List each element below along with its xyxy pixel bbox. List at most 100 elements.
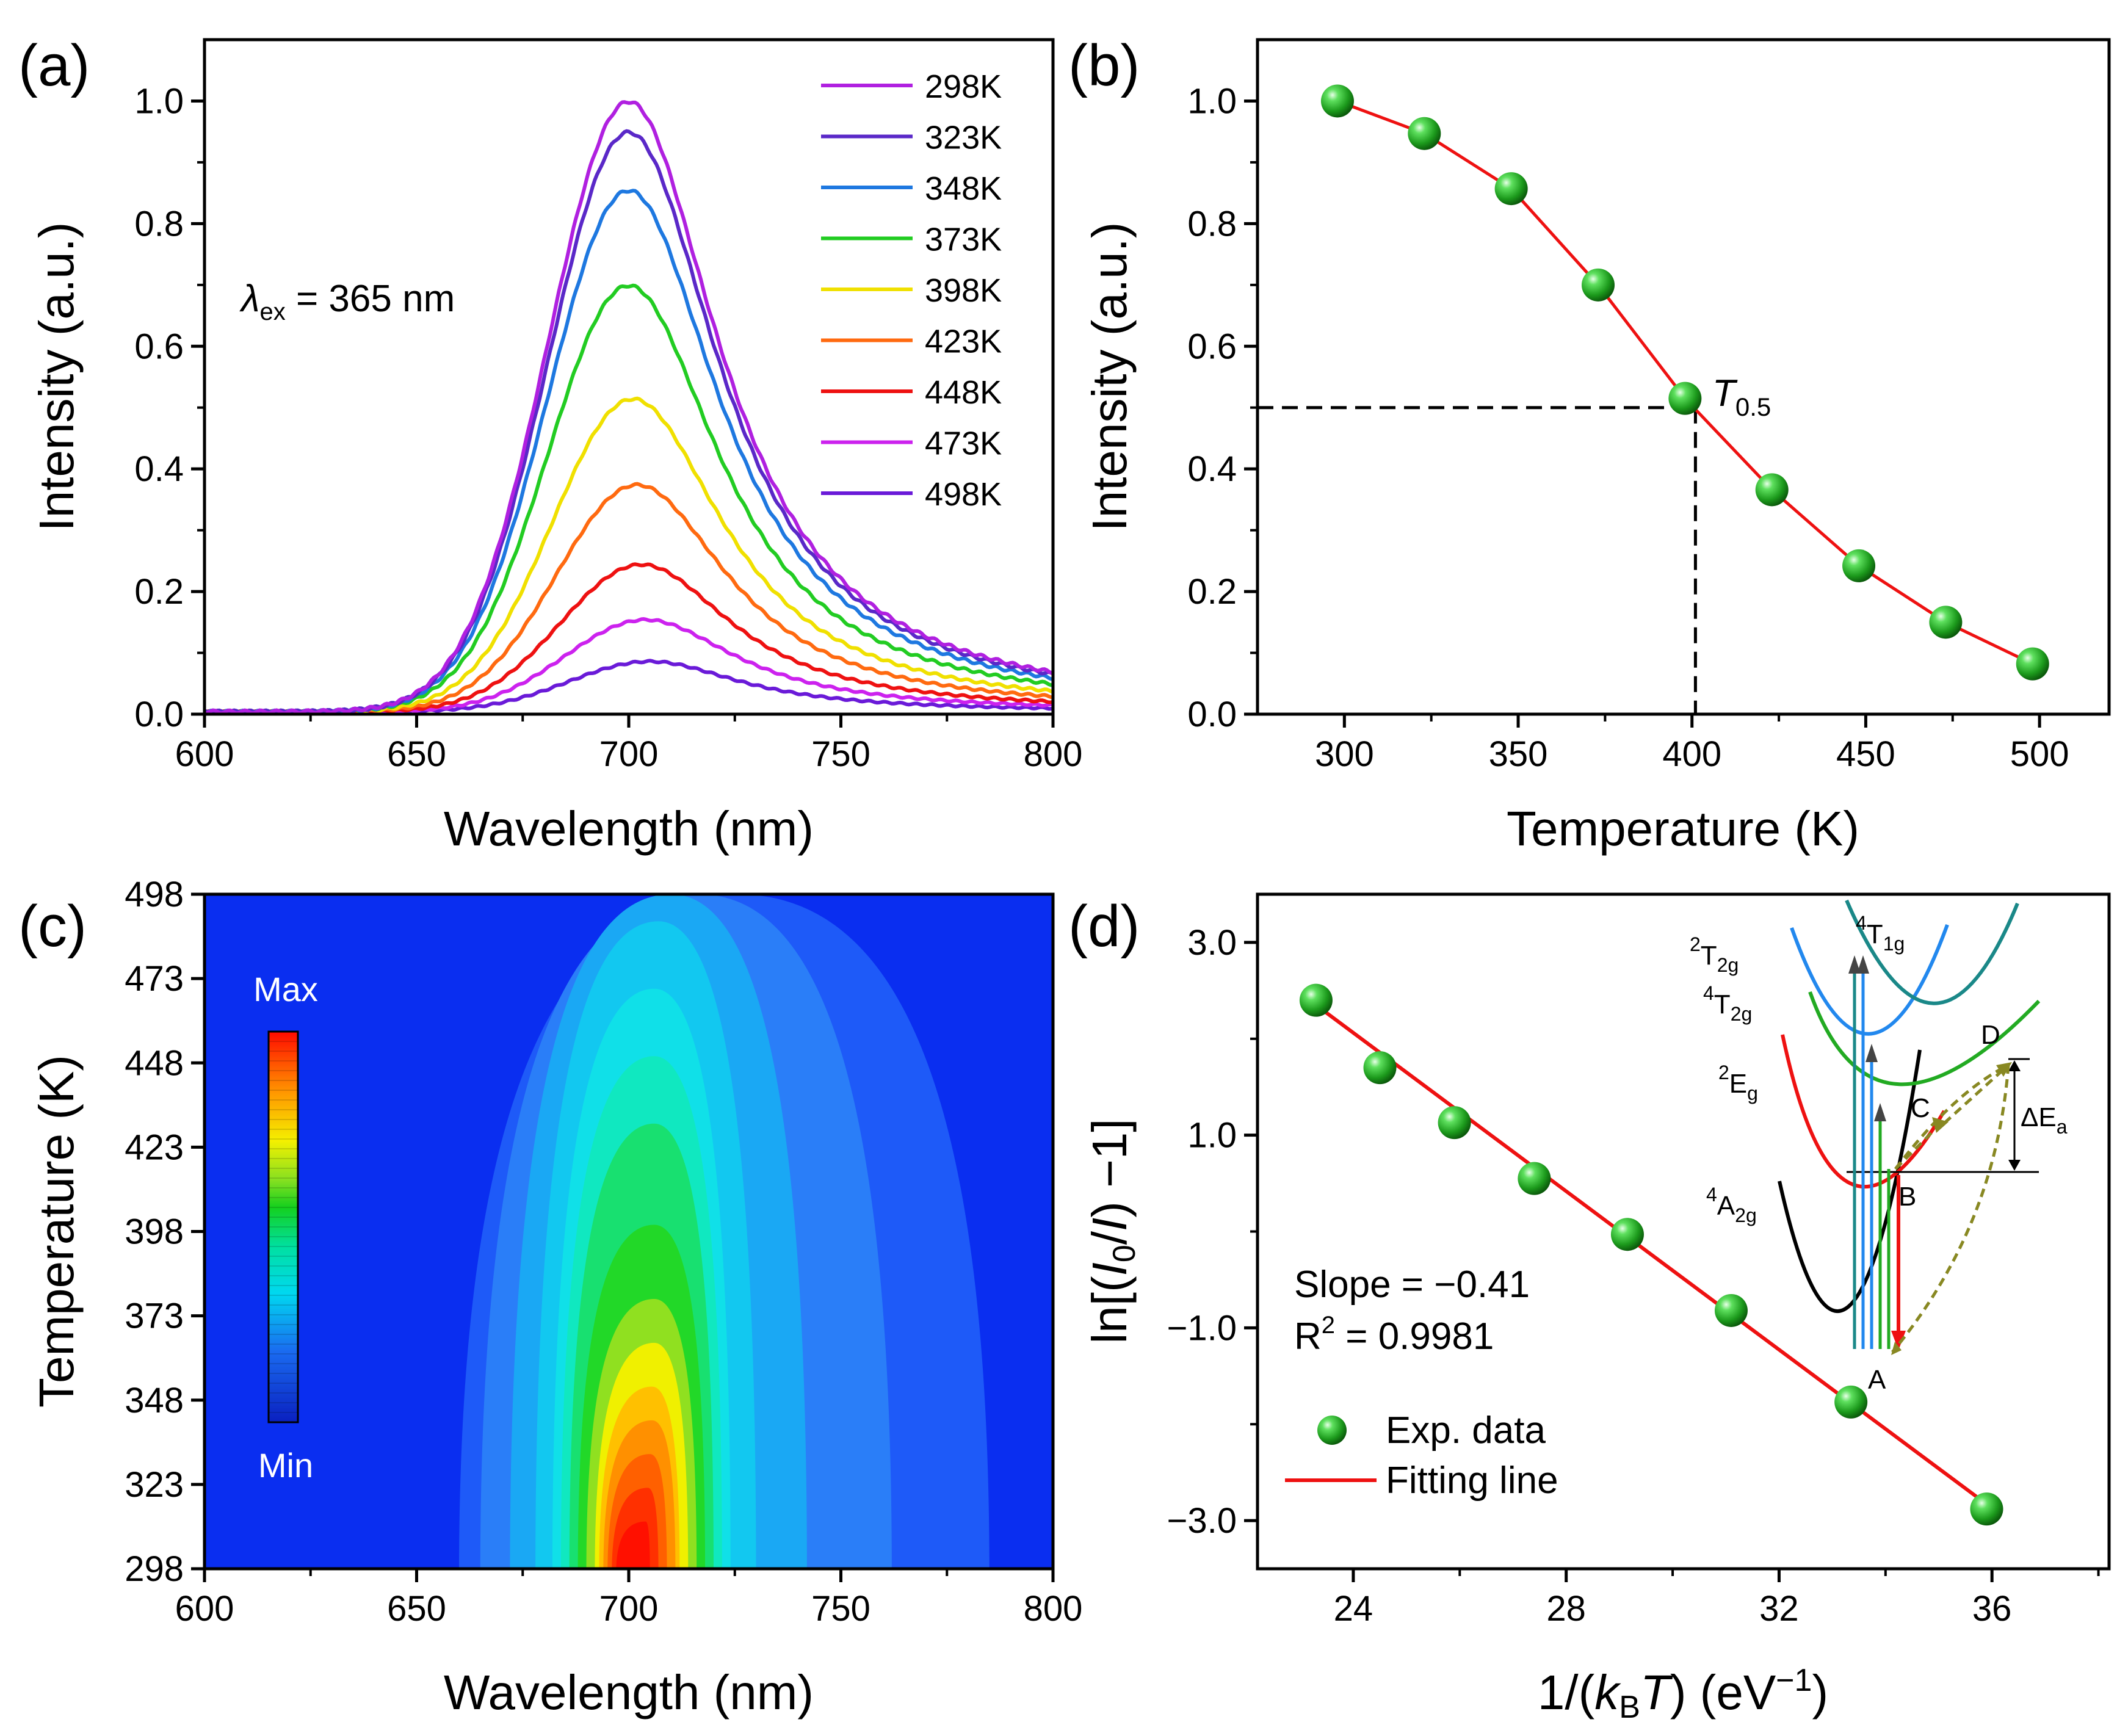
panel-b-frame (1256, 38, 2111, 716)
d-point-5 (1714, 1293, 1748, 1327)
d-point-6 (1834, 1385, 1868, 1419)
b-ytick-label: 0.2 (1187, 572, 1237, 612)
legend-label-423K: 423K (925, 324, 1002, 360)
excitation-arrowheads (1848, 955, 1886, 1121)
legend-label-373K: 373K (925, 222, 1002, 258)
excitation-value: = 365 nm (286, 278, 455, 320)
d-point-2 (1438, 1106, 1471, 1140)
b-point-398K (1668, 382, 1702, 415)
level-4t2g-spin: 4 (1703, 982, 1714, 1004)
panel-d-ylabel: ln[(I0/I) −1] (1082, 1118, 1142, 1344)
panel-b-t05-label: T0.5 (1712, 372, 1771, 421)
spectrum-423K (204, 482, 1053, 714)
c-xtick-label: 700 (599, 1589, 659, 1629)
lambda-symbol: λ (239, 278, 260, 320)
b-xtick-label: 300 (1315, 734, 1374, 774)
a-ytick-label: 0.8 (134, 204, 184, 244)
level-4t1g-sym: T (1867, 919, 1883, 949)
panel-a-ylabel: Intensity (a.u.) (29, 222, 84, 532)
level-4t2g-sym: T (1714, 989, 1731, 1019)
d-fit-line-path (1315, 1004, 1988, 1506)
level-4a2g-sub: 2g (1735, 1204, 1757, 1226)
d-xtick-label: 28 (1546, 1589, 1586, 1629)
d-xtick-label: 32 (1759, 1589, 1799, 1629)
panel-d-points (1299, 983, 2003, 1526)
a-xtick-label: 700 (599, 734, 659, 774)
panel-a: (a) 600 650 700 750 800 0.0 0.2 0.4 0.6 0.8 1.0 Wa… (18, 33, 1082, 856)
r2-value: = 0.9981 (1335, 1315, 1494, 1358)
energy-level-inset: 2T2g 4T1g 4T2g 2Eg 4A2g A B C D ΔEa (1690, 899, 2068, 1395)
state-4t2g-curve (1808, 991, 2041, 1087)
c-xtick-label: 600 (175, 1589, 234, 1629)
panel-b-xlabel: Temperature (K) (1507, 801, 1859, 856)
a-ytick-label: 1.0 (134, 81, 184, 121)
panel-a-curves (204, 100, 1053, 714)
b-ytick-label: 0.8 (1187, 204, 1237, 244)
level-4a2g-spin: 4 (1706, 1184, 1717, 1206)
panel-b-ylabel: Intensity (a.u.) (1082, 222, 1137, 532)
c-ytick-label: 423 (125, 1127, 184, 1167)
emission-arrowhead (1891, 1331, 1906, 1350)
state-4t1g-curve (1845, 899, 2019, 1005)
legend-label-298K: 298K (925, 68, 1002, 105)
b-point-298K (1320, 84, 1354, 118)
spectrum-498K (204, 659, 1053, 714)
panel-a-excitation-annotation: λex = 365 nm (239, 278, 455, 325)
c-xtick-label: 800 (1024, 1589, 1083, 1629)
a-xtick-label: 600 (175, 734, 234, 774)
point-b-label: B (1898, 1182, 1916, 1212)
level-2t2g-sub: 2g (1717, 954, 1739, 976)
b-to-d-dashed (1894, 1063, 2010, 1170)
level-4t1g-spin: 4 (1856, 912, 1867, 934)
d-point-7 (1970, 1492, 2003, 1526)
panel-c: (c) 600 650 700 750 800 298 323 348 373 398 423 448… (18, 875, 1082, 1720)
panel-c-label: (c) (18, 894, 87, 959)
d-point-4 (1610, 1218, 1644, 1251)
b-xtick-label: 350 (1489, 734, 1548, 774)
b-point-373K (1582, 268, 1615, 302)
t05-symbol: T (1712, 372, 1738, 414)
r2-annotation: R2 = 0.9981 (1294, 1312, 1494, 1358)
panel-d-xlabel: 1/(kBT) (eV−1) (1538, 1663, 1828, 1725)
level-label-4t2g: 4T2g (1703, 982, 1752, 1025)
a-ytick-label: 0.4 (134, 449, 184, 489)
level-2t2g-spin: 2 (1690, 933, 1701, 955)
panel-b-label: (b) (1068, 33, 1140, 98)
panel-d: (d) 24 28 32 363.01.0−1.0−3.0 Slope = −0.41… (1068, 892, 2111, 1725)
b-point-423K (1755, 473, 1789, 507)
point-c-label: C (1911, 1093, 1930, 1123)
slope-annotation: Slope = −0.41 (1294, 1264, 1530, 1306)
a-xtick-label: 650 (387, 734, 446, 774)
b-xtick-label: 450 (1836, 734, 1895, 774)
c-ytick-label: 448 (125, 1043, 184, 1083)
panel-b: (b) 300 350 400 450 500 0.0 0.2 0.4 0.6 0.8 1.0 T0… (1068, 33, 2111, 856)
panel-c-heatmap (204, 894, 1053, 1569)
c-ytick-label: 298 (125, 1549, 184, 1589)
c-xtick-label: 750 (811, 1589, 870, 1629)
level-label-2eg: 2Eg (1718, 1061, 1758, 1104)
b-point-323K (1408, 117, 1441, 150)
panel-a-xlabel: Wavelength (nm) (444, 801, 814, 856)
c-ytick-label: 398 (125, 1212, 184, 1252)
panel-c-colorbar (267, 1030, 299, 1423)
c-ytick-label: 473 (125, 959, 184, 999)
d-point-1 (1363, 1051, 1397, 1085)
legend-label-473K: 473K (925, 425, 1002, 462)
d-xtick-label: 36 (1972, 1589, 2012, 1629)
level-label-2t2g: 2T2g (1690, 933, 1739, 976)
panel-d-fit-line (1315, 1004, 1988, 1506)
heat-band-14 (616, 1521, 650, 1569)
b-point-498K (2016, 647, 2049, 681)
delta-ea-subscript: a (2057, 1116, 2068, 1138)
panel-a-ticks: 600 650 700 750 800 0.0 0.2 0.4 0.6 0.8 1.0 (134, 81, 1082, 774)
c-ytick-label: 348 (125, 1381, 184, 1420)
level-4t1g-sub: 1g (1883, 933, 1905, 955)
legend-label-498K: 498K (925, 476, 1002, 513)
legend-label-448K: 448K (925, 374, 1002, 411)
c-ytick-label: 323 (125, 1465, 184, 1505)
a-xtick-label: 800 (1024, 734, 1083, 774)
level-2t2g-sym: T (1701, 941, 1717, 971)
b-ytick-label: 1.0 (1187, 81, 1237, 121)
b-xtick-label: 400 (1662, 734, 1721, 774)
